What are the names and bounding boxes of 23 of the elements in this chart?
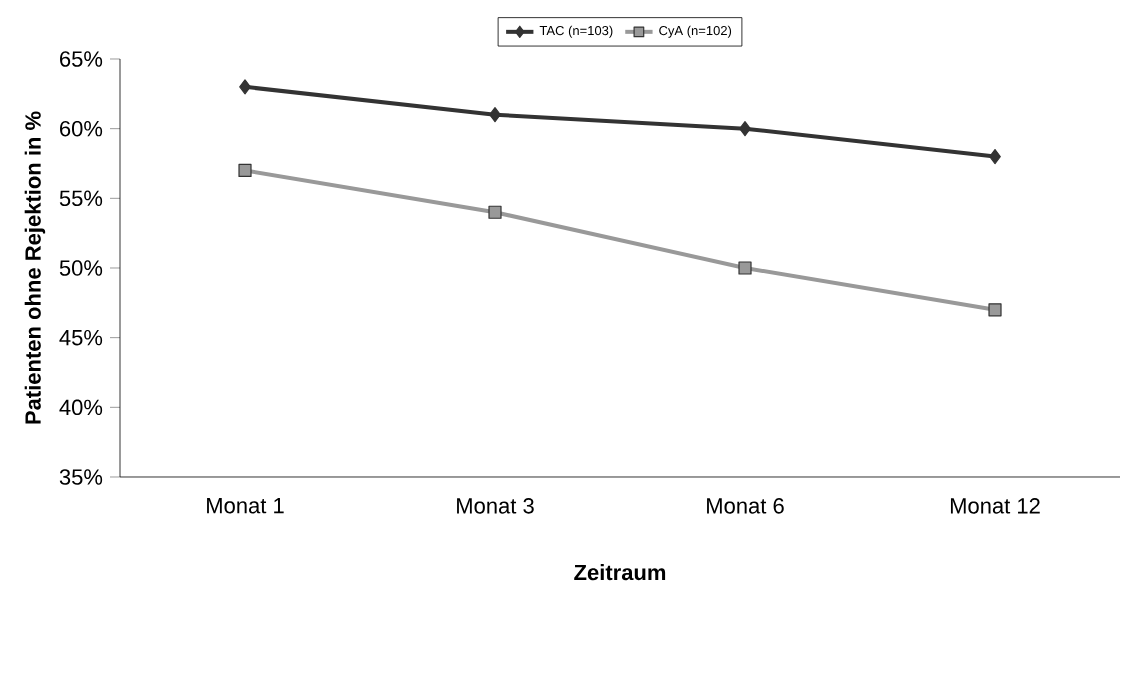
point bbox=[989, 148, 1001, 165]
point bbox=[489, 107, 501, 123]
point bbox=[488, 205, 502, 219]
y-tick-label: 50% bbox=[59, 260, 103, 276]
legend-label: TAC (n=103) bbox=[539, 25, 613, 38]
y-axis-title: Patienten ohne Rejektion in % bbox=[24, 111, 46, 424]
y-tick-label: 65% bbox=[60, 51, 103, 67]
x-tick-label: Monat 1 bbox=[207, 498, 284, 514]
legend-label: CyA (n=102) bbox=[659, 25, 732, 38]
y-tick-label: 45% bbox=[59, 329, 103, 346]
point bbox=[238, 163, 252, 178]
x-tick-label: Monat 6 bbox=[707, 498, 784, 514]
y-tick-label: 35% bbox=[59, 469, 103, 485]
y-tick-label: 60% bbox=[60, 120, 103, 137]
point bbox=[988, 303, 1002, 317]
point bbox=[738, 261, 752, 275]
point bbox=[239, 79, 251, 95]
x-tick-label: Monat 12 bbox=[950, 498, 1040, 514]
y-tick-label: 55% bbox=[59, 190, 103, 207]
point bbox=[739, 121, 751, 137]
y-tick-label: 40% bbox=[59, 399, 103, 416]
x-tick-label: Monat 3 bbox=[457, 498, 534, 514]
x-axis-title: Zeitraum bbox=[574, 564, 666, 581]
